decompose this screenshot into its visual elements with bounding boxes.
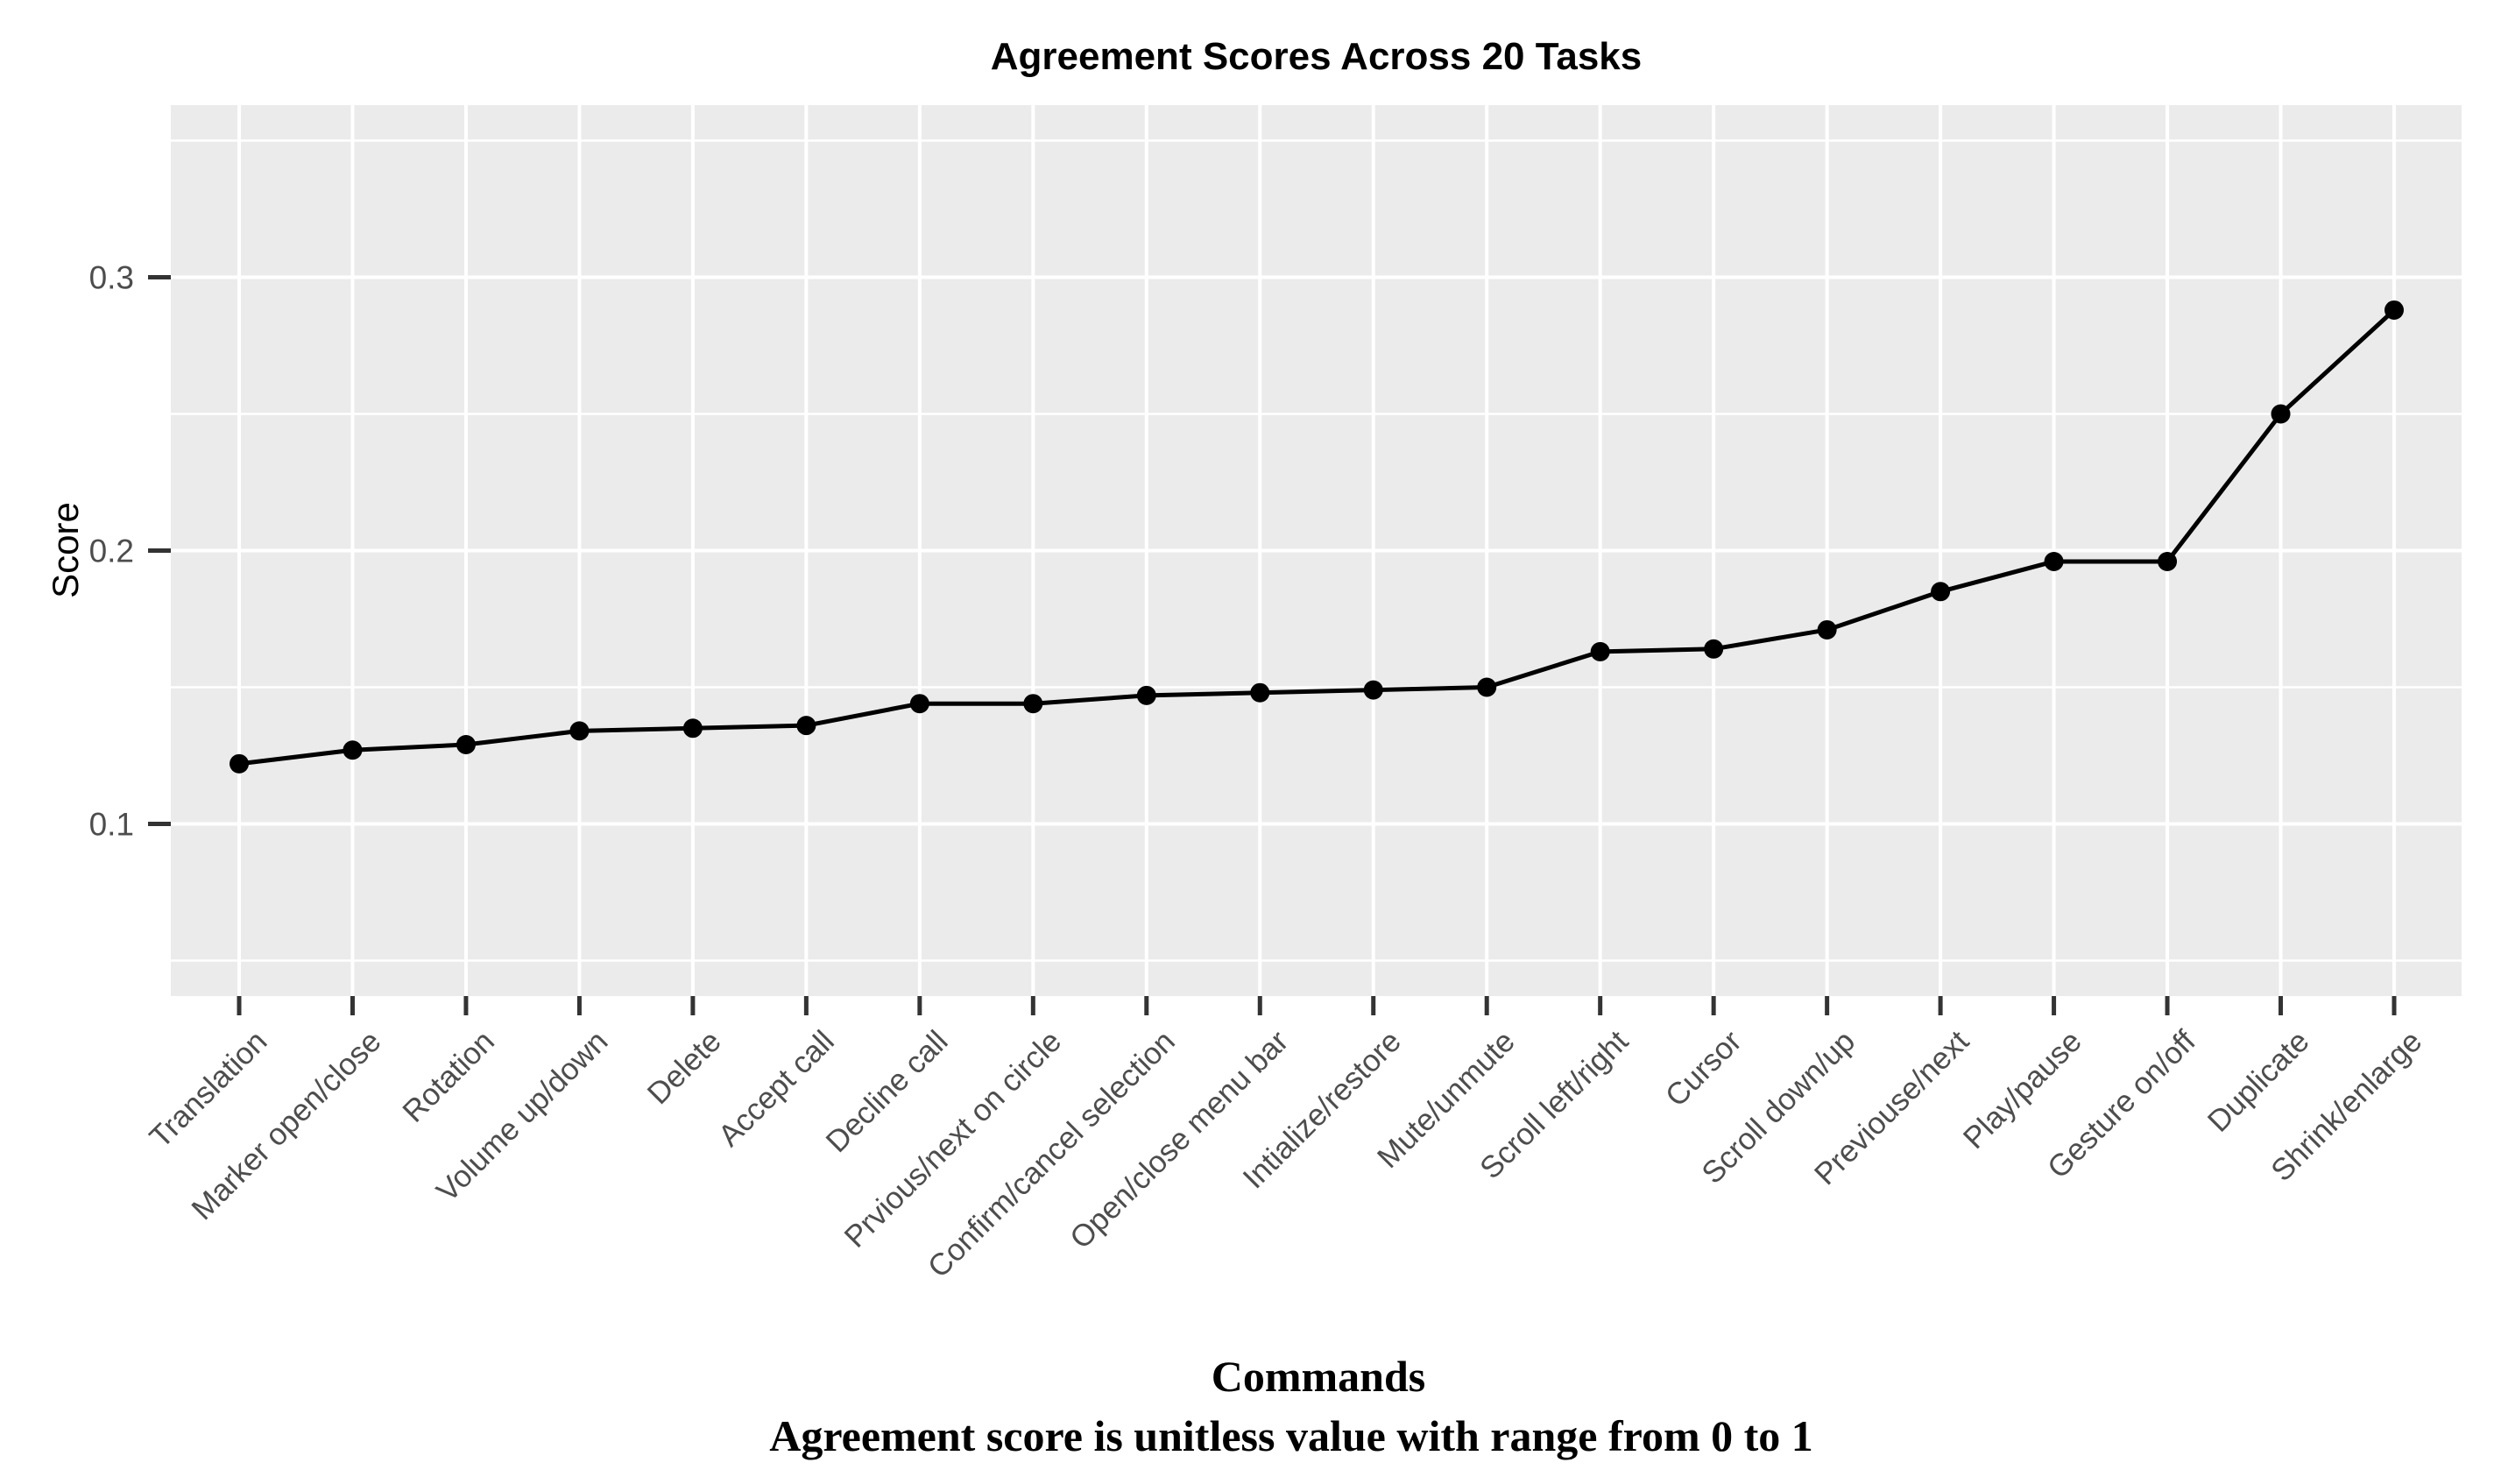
y-axis-title: Score bbox=[45, 502, 86, 598]
data-point bbox=[2158, 551, 2178, 571]
data-point bbox=[1477, 677, 1497, 697]
data-point bbox=[1590, 641, 1610, 661]
data-point bbox=[2271, 404, 2291, 424]
y-tick-label: 0.2 bbox=[89, 534, 134, 569]
y-tick-label: 0.1 bbox=[89, 806, 134, 842]
data-point bbox=[343, 740, 363, 760]
data-point bbox=[1136, 685, 1156, 705]
data-point bbox=[2044, 551, 2064, 571]
data-point bbox=[1931, 582, 1951, 602]
data-point bbox=[909, 694, 929, 714]
data-point bbox=[569, 721, 590, 741]
chart-title: Agreement Scores Across 20 Tasks bbox=[990, 35, 1643, 78]
data-point bbox=[1250, 682, 1270, 703]
data-point bbox=[682, 718, 703, 738]
data-point bbox=[2384, 300, 2404, 320]
data-point bbox=[1704, 639, 1724, 659]
data-point bbox=[1817, 619, 1837, 640]
chart-caption: Agreement score is unitless value with r… bbox=[769, 1411, 1813, 1460]
y-tick-label: 0.3 bbox=[89, 260, 134, 296]
data-point bbox=[1363, 680, 1383, 700]
x-axis-title: Commands bbox=[1211, 1352, 1426, 1401]
data-line bbox=[238, 308, 2396, 767]
data-point bbox=[796, 716, 816, 736]
data-point bbox=[456, 734, 476, 754]
data-point bbox=[1023, 694, 1043, 714]
data-point bbox=[230, 753, 249, 774]
